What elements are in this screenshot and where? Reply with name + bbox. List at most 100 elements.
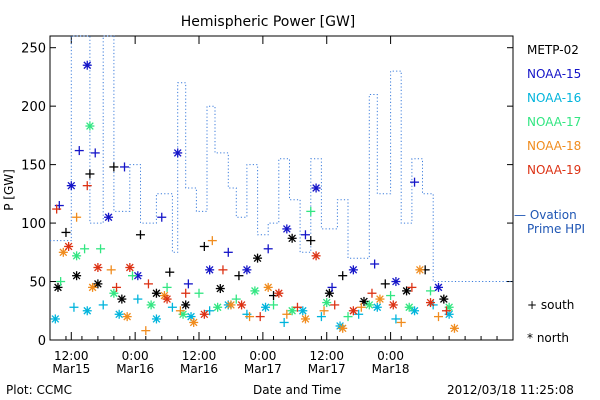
data-point	[348, 265, 358, 275]
data-point	[300, 230, 310, 240]
data-point	[82, 60, 92, 70]
data-point	[338, 323, 348, 333]
data-point	[415, 265, 425, 275]
data-point	[263, 282, 273, 292]
data-point	[343, 312, 353, 322]
marker-stroke	[434, 283, 443, 292]
marker-stroke	[349, 266, 358, 274]
data-point	[261, 302, 271, 312]
marker-stroke	[282, 225, 291, 233]
marker-stroke	[298, 306, 307, 315]
marker-stroke	[312, 251, 320, 260]
data-point	[165, 267, 175, 277]
data-point	[218, 265, 228, 275]
marker-stroke	[237, 301, 246, 309]
marker-stroke	[426, 298, 435, 307]
data-point	[255, 312, 265, 322]
data-point	[135, 230, 145, 240]
x-tick-date-label: Mar16	[116, 362, 154, 376]
data-point	[85, 169, 95, 179]
footer-timestamp: 2012/03/18 11:25:08	[447, 383, 574, 397]
x-tick-date-label: Mar17	[244, 362, 282, 376]
data-point	[82, 306, 92, 316]
data-point	[133, 294, 143, 304]
y-tick-label: 100	[21, 217, 46, 232]
data-point	[433, 312, 443, 322]
x-tick-label: 0:00	[122, 349, 149, 363]
data-point	[391, 314, 401, 324]
marker-stroke	[173, 149, 182, 157]
marker-stroke	[416, 266, 424, 274]
legend-noaa15: NOAA-15	[527, 67, 582, 81]
marker-stroke	[133, 271, 142, 280]
data-point	[162, 294, 172, 304]
data-point	[72, 271, 82, 281]
marker-stroke	[450, 324, 459, 333]
data-point	[348, 306, 358, 316]
marker-stroke	[349, 306, 358, 315]
data-point	[146, 300, 156, 310]
chart-title: Hemispheric Power [GW]	[181, 14, 356, 30]
data-point	[322, 298, 332, 308]
legend-ovation-line2: Prime HPI	[527, 222, 585, 236]
data-point	[56, 277, 66, 287]
marker-stroke	[123, 312, 132, 321]
marker-stroke	[72, 251, 81, 260]
marker-stroke	[115, 310, 124, 319]
data-point	[449, 323, 459, 333]
marker-stroke	[147, 301, 155, 309]
x-tick-label: 0:00	[377, 349, 404, 363]
data-point	[52, 204, 62, 214]
data-point	[104, 212, 114, 222]
marker-stroke	[72, 271, 81, 280]
marker-stroke	[439, 295, 448, 303]
y-tick-label: 250	[21, 42, 46, 57]
data-point	[93, 263, 103, 273]
data-point	[90, 148, 100, 158]
data-point	[439, 294, 449, 304]
x-tick-label: 12:00	[182, 349, 217, 363]
marker-stroke	[275, 289, 283, 298]
marker-stroke	[243, 266, 251, 274]
data-point	[370, 259, 380, 269]
data-point	[426, 298, 436, 308]
data-point	[194, 288, 204, 298]
data-point	[253, 253, 263, 263]
data-point	[407, 282, 417, 292]
data-point	[173, 148, 183, 158]
data-point	[72, 251, 82, 261]
marker-stroke	[288, 306, 296, 315]
data-point	[274, 288, 284, 298]
x-tick-date-label: Mar16	[180, 362, 218, 376]
data-point	[354, 309, 364, 319]
data-point	[287, 306, 297, 316]
data-point	[311, 251, 321, 261]
data-point	[143, 279, 153, 289]
y-axis: 0 50 100 150 200 250	[21, 42, 513, 349]
marker-stroke	[125, 263, 134, 272]
data-point	[181, 288, 191, 298]
legend-ovation-line1: — Ovation	[514, 208, 577, 222]
footer-credit: Plot: CCMC	[6, 383, 72, 397]
data-point	[151, 288, 161, 298]
data-point	[391, 277, 401, 287]
data-point	[120, 162, 130, 172]
data-point	[213, 302, 223, 312]
data-point	[306, 206, 316, 216]
marker-stroke	[312, 184, 320, 192]
x-axis: 12:00Mar150:00Mar1612:00Mar160:00Mar1712…	[49, 36, 514, 376]
data-point	[292, 302, 302, 312]
data-point	[396, 317, 406, 327]
data-point	[279, 317, 289, 327]
data-point	[375, 294, 385, 304]
y-tick-label: 150	[21, 159, 46, 174]
marker-stroke	[392, 277, 400, 286]
data-point	[300, 314, 310, 324]
x-axis-label: Date and Time	[253, 383, 342, 397]
data-point	[316, 312, 326, 322]
legend-north: * north	[527, 331, 570, 345]
x-tick-label: 12:00	[309, 349, 344, 363]
x-tick-date-label: Mar15	[52, 362, 90, 376]
data-point	[53, 282, 63, 292]
data-point	[98, 300, 108, 310]
